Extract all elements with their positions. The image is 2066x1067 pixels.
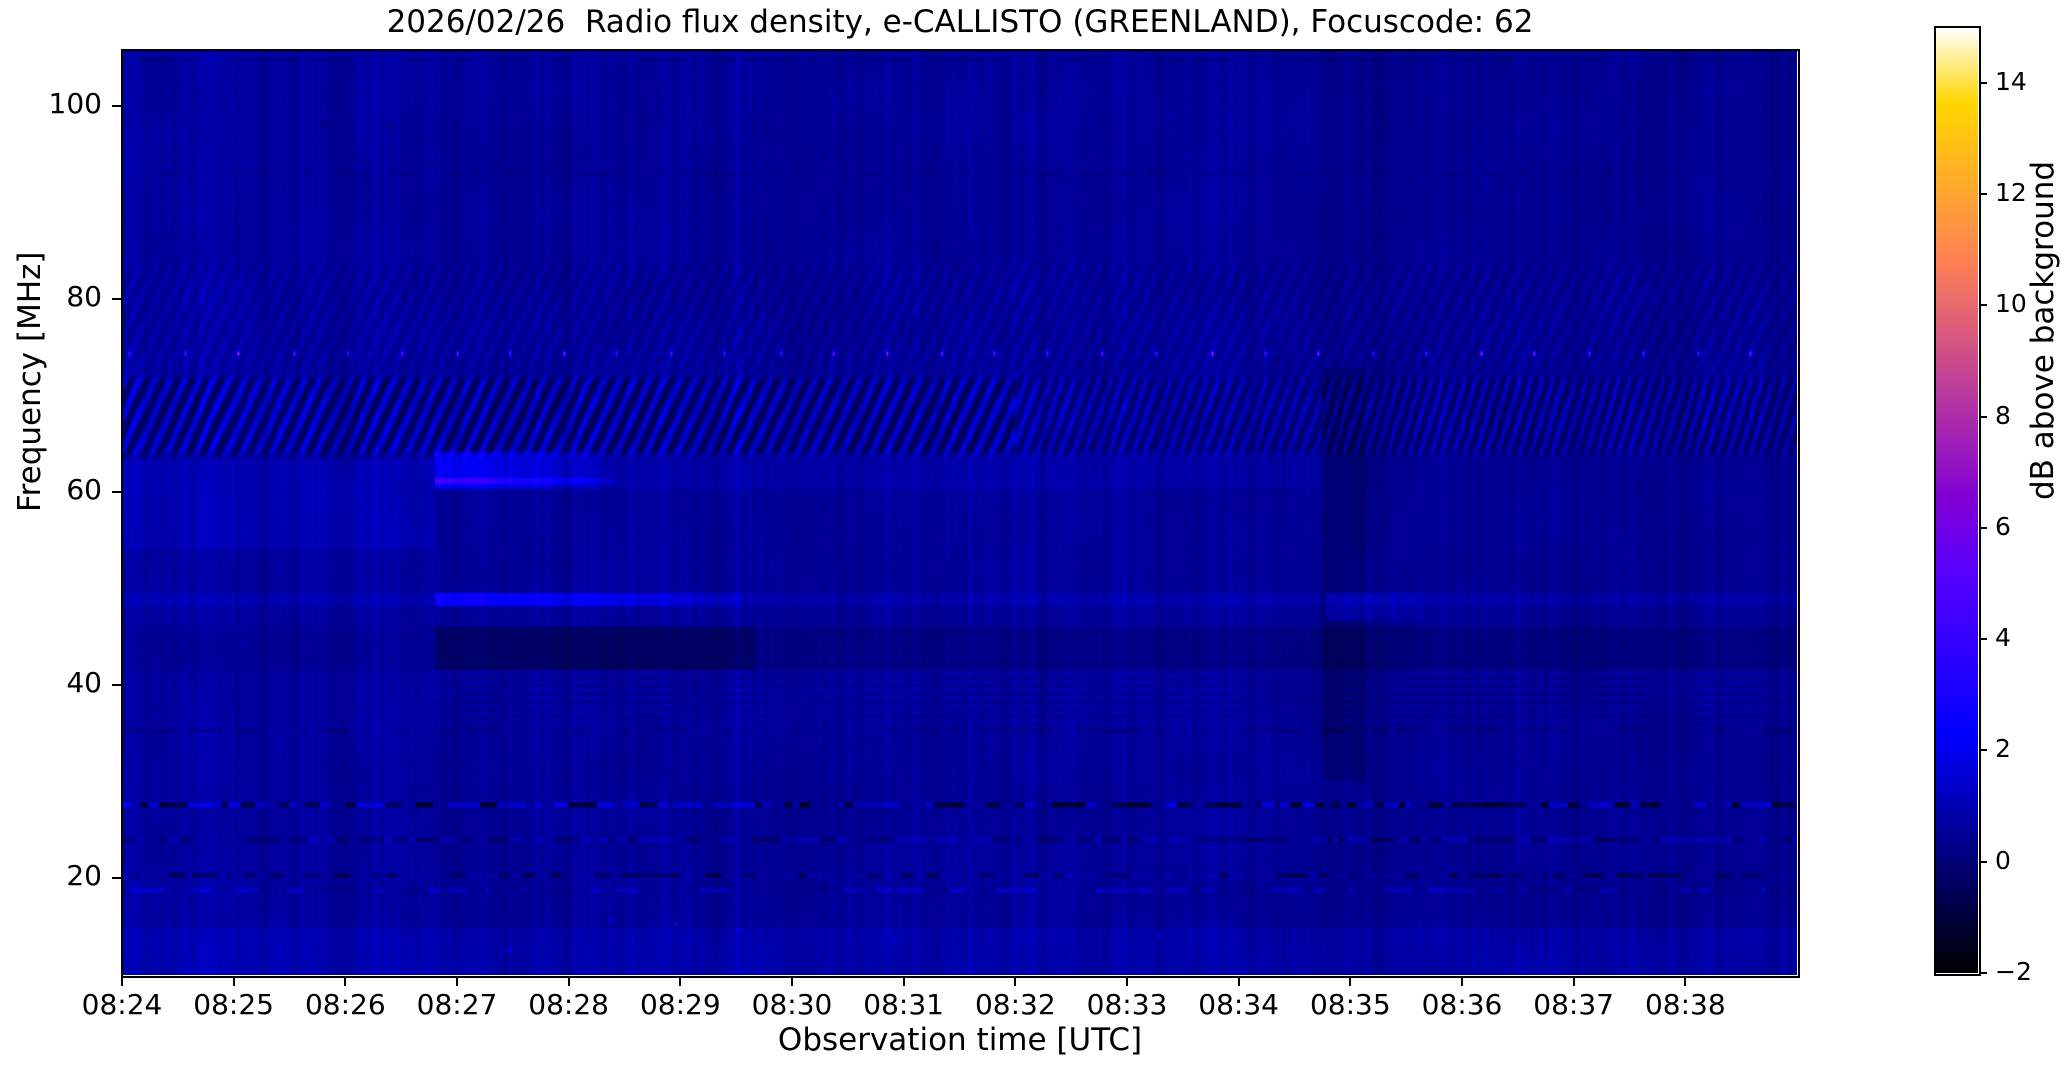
x-tick-label: 08:29 bbox=[639, 988, 721, 1021]
x-tick-mark bbox=[344, 977, 347, 986]
y-tick-mark bbox=[112, 297, 121, 300]
x-tick-mark bbox=[1014, 977, 1017, 986]
colorbar-tick-label: −2 bbox=[1995, 957, 2032, 986]
colorbar-tick-mark bbox=[1979, 972, 1987, 974]
x-tick-mark bbox=[1461, 977, 1463, 986]
x-tick-mark bbox=[902, 977, 905, 986]
x-tick-mark bbox=[567, 977, 570, 986]
x-tick-label: 08:36 bbox=[1421, 988, 1503, 1021]
colorbar-tick-mark bbox=[1979, 860, 1987, 863]
x-tick-label: 08:32 bbox=[974, 988, 1056, 1021]
y-tick-label: 20 bbox=[66, 859, 102, 892]
colorbar-tick-label: 6 bbox=[1995, 511, 2011, 541]
x-tick-mark bbox=[1126, 977, 1128, 986]
x-tick-label: 08:30 bbox=[751, 988, 833, 1021]
colorbar-tick-label: 10 bbox=[1995, 289, 2027, 319]
x-tick-label: 08:34 bbox=[1198, 988, 1280, 1021]
x-tick-mark bbox=[232, 977, 235, 986]
colorbar-tick-label: 4 bbox=[1995, 623, 2011, 653]
chart-title: 2026/02/26 Radio flux density, e-CALLIST… bbox=[386, 4, 1534, 40]
colorbar-tick-mark bbox=[1979, 81, 1987, 84]
x-tick-label: 08:38 bbox=[1644, 988, 1726, 1021]
colorbar-tick-label: 0 bbox=[1995, 845, 2011, 875]
x-tick-mark bbox=[1237, 977, 1240, 986]
x-tick-label: 08:35 bbox=[1309, 988, 1391, 1021]
y-tick-mark bbox=[112, 104, 121, 107]
colorbar-tick-mark bbox=[1979, 638, 1987, 641]
x-tick-label: 08:33 bbox=[1086, 988, 1168, 1021]
x-tick-label: 08:31 bbox=[863, 988, 945, 1021]
x-axis-label: Observation time [UTC] bbox=[777, 1022, 1143, 1058]
x-tick-label: 08:28 bbox=[528, 988, 610, 1021]
x-tick-mark bbox=[791, 977, 793, 986]
y-tick-label: 40 bbox=[66, 666, 102, 699]
y-tick-mark bbox=[112, 490, 121, 493]
x-tick-mark bbox=[121, 977, 123, 986]
x-tick-mark bbox=[679, 977, 682, 986]
x-tick-label: 08:24 bbox=[81, 988, 163, 1021]
y-tick-mark bbox=[112, 877, 121, 879]
colorbar-tick-label: 14 bbox=[1995, 66, 2027, 96]
y-tick-label: 80 bbox=[66, 279, 102, 313]
colorbar-tick-mark bbox=[1979, 526, 1987, 529]
colorbar-gradient bbox=[1935, 27, 1978, 973]
x-tick-label: 08:37 bbox=[1533, 988, 1615, 1021]
colorbar-tick-label: 2 bbox=[1995, 734, 2011, 764]
y-tick-label: 100 bbox=[48, 86, 102, 120]
colorbar-tick-mark bbox=[1979, 192, 1987, 195]
x-tick-label: 08:25 bbox=[193, 988, 275, 1021]
colorbar-tick-mark bbox=[1979, 415, 1987, 418]
x-tick-label: 08:27 bbox=[416, 988, 498, 1021]
colorbar-tick-mark bbox=[1979, 304, 1987, 307]
colorbar-tick-label: 8 bbox=[1995, 400, 2011, 430]
y-tick-label: 60 bbox=[66, 472, 102, 506]
x-tick-mark bbox=[1572, 977, 1575, 986]
x-tick-label: 08:26 bbox=[304, 988, 386, 1021]
colorbar-tick-label: 12 bbox=[1995, 177, 2027, 207]
colorbar-tick-mark bbox=[1979, 749, 1987, 752]
spectrogram-heatmap bbox=[122, 50, 1797, 975]
y-tick-mark bbox=[112, 684, 121, 686]
x-tick-mark bbox=[1349, 977, 1352, 986]
x-tick-mark bbox=[1684, 977, 1687, 986]
x-tick-mark bbox=[456, 977, 458, 986]
